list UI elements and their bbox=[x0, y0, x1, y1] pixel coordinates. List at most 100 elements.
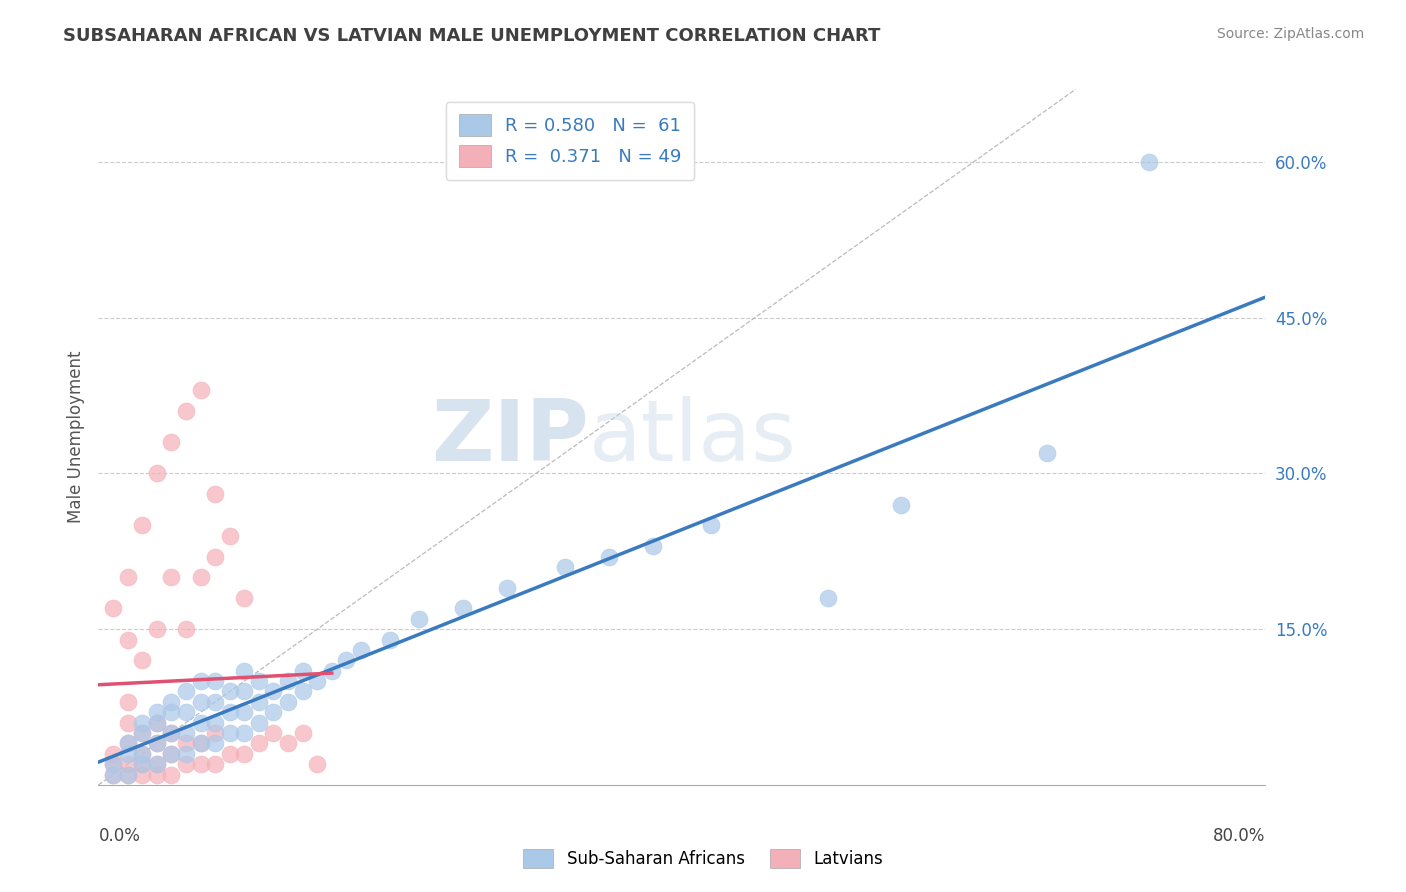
Point bbox=[380, 632, 402, 647]
Point bbox=[277, 695, 299, 709]
Point bbox=[174, 726, 197, 740]
Point bbox=[190, 674, 212, 689]
Point bbox=[146, 767, 169, 781]
Point bbox=[218, 684, 240, 698]
Point bbox=[262, 706, 284, 720]
Point bbox=[160, 726, 183, 740]
Point bbox=[247, 736, 270, 750]
Point bbox=[204, 487, 226, 501]
Point bbox=[451, 601, 474, 615]
Point bbox=[204, 695, 226, 709]
Point bbox=[131, 767, 153, 781]
Point bbox=[1137, 154, 1160, 169]
Point bbox=[174, 622, 197, 636]
Point bbox=[160, 726, 183, 740]
Point bbox=[160, 570, 183, 584]
Point bbox=[146, 706, 169, 720]
Point bbox=[247, 695, 270, 709]
Point bbox=[160, 695, 183, 709]
Point bbox=[101, 757, 124, 772]
Point bbox=[174, 747, 197, 761]
Point bbox=[146, 467, 169, 481]
Point bbox=[554, 560, 576, 574]
Point bbox=[190, 384, 212, 398]
Point bbox=[204, 715, 226, 730]
Point bbox=[204, 726, 226, 740]
Point bbox=[190, 570, 212, 584]
Point bbox=[190, 695, 212, 709]
Point bbox=[117, 757, 139, 772]
Point bbox=[233, 664, 256, 678]
Point bbox=[307, 757, 329, 772]
Point bbox=[233, 591, 256, 605]
Point bbox=[641, 539, 664, 553]
Text: Source: ZipAtlas.com: Source: ZipAtlas.com bbox=[1216, 27, 1364, 41]
Point bbox=[174, 404, 197, 418]
Point bbox=[291, 664, 314, 678]
Point bbox=[174, 736, 197, 750]
Point bbox=[131, 757, 153, 772]
Point bbox=[218, 747, 240, 761]
Y-axis label: Male Unemployment: Male Unemployment bbox=[66, 351, 84, 524]
Text: atlas: atlas bbox=[589, 395, 797, 479]
Point bbox=[131, 757, 153, 772]
Point bbox=[321, 664, 343, 678]
Point bbox=[101, 767, 124, 781]
Point bbox=[190, 736, 212, 750]
Point bbox=[190, 736, 212, 750]
Point bbox=[160, 435, 183, 450]
Text: 80.0%: 80.0% bbox=[1213, 827, 1265, 845]
Point bbox=[291, 684, 314, 698]
Point bbox=[160, 706, 183, 720]
Point bbox=[204, 549, 226, 564]
Point bbox=[174, 757, 197, 772]
Point bbox=[101, 767, 124, 781]
Point bbox=[117, 695, 139, 709]
Point bbox=[335, 653, 357, 667]
Point bbox=[174, 706, 197, 720]
Point bbox=[160, 767, 183, 781]
Point bbox=[598, 549, 620, 564]
Point bbox=[146, 736, 169, 750]
Point bbox=[307, 674, 329, 689]
Point bbox=[117, 767, 139, 781]
Point bbox=[117, 767, 139, 781]
Text: ZIP: ZIP bbox=[430, 395, 589, 479]
Point bbox=[204, 674, 226, 689]
Text: 0.0%: 0.0% bbox=[98, 827, 141, 845]
Legend: Sub-Saharan Africans, Latvians: Sub-Saharan Africans, Latvians bbox=[516, 842, 890, 875]
Point bbox=[131, 747, 153, 761]
Point bbox=[890, 498, 912, 512]
Point bbox=[204, 736, 226, 750]
Point bbox=[117, 715, 139, 730]
Legend: R = 0.580   N =  61, R =  0.371   N = 49: R = 0.580 N = 61, R = 0.371 N = 49 bbox=[446, 102, 695, 180]
Point bbox=[700, 518, 723, 533]
Point bbox=[233, 726, 256, 740]
Point bbox=[218, 529, 240, 543]
Point bbox=[190, 715, 212, 730]
Point bbox=[131, 726, 153, 740]
Point bbox=[131, 726, 153, 740]
Point bbox=[233, 684, 256, 698]
Point bbox=[131, 747, 153, 761]
Point bbox=[146, 757, 169, 772]
Point bbox=[291, 726, 314, 740]
Point bbox=[1035, 445, 1057, 459]
Point bbox=[101, 757, 124, 772]
Point bbox=[146, 736, 169, 750]
Point bbox=[233, 747, 256, 761]
Point bbox=[277, 736, 299, 750]
Text: SUBSAHARAN AFRICAN VS LATVIAN MALE UNEMPLOYMENT CORRELATION CHART: SUBSAHARAN AFRICAN VS LATVIAN MALE UNEMP… bbox=[63, 27, 880, 45]
Point bbox=[146, 757, 169, 772]
Point bbox=[117, 632, 139, 647]
Point bbox=[247, 674, 270, 689]
Point bbox=[190, 757, 212, 772]
Point bbox=[262, 684, 284, 698]
Point bbox=[160, 747, 183, 761]
Point bbox=[247, 715, 270, 730]
Point bbox=[101, 747, 124, 761]
Point bbox=[146, 715, 169, 730]
Point bbox=[174, 684, 197, 698]
Point bbox=[117, 736, 139, 750]
Point bbox=[101, 601, 124, 615]
